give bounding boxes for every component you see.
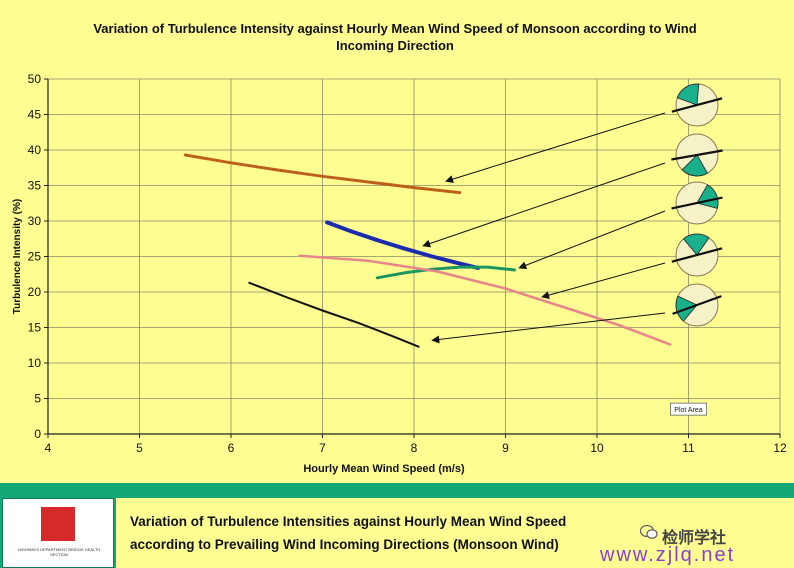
pointer-arrow-3 bbox=[518, 210, 666, 270]
pointer-arrow-2 bbox=[422, 162, 666, 248]
watermark: 检师学社 www.zjlq.net bbox=[600, 520, 794, 568]
chart-title-line-2: Incoming Direction bbox=[336, 38, 454, 53]
plot-area-label: Plot Area bbox=[674, 407, 703, 414]
watermark-url: www.zjlq.net bbox=[600, 544, 736, 566]
bridge-axis-bar-5 bbox=[672, 295, 722, 315]
pointer-arrow-4 bbox=[541, 262, 666, 299]
y-tick-label: 20 bbox=[28, 285, 42, 299]
x-tick-label: 7 bbox=[319, 441, 326, 455]
series-line-texture-2 bbox=[326, 221, 479, 269]
series-line-3 bbox=[375, 265, 517, 280]
x-tick-label: 8 bbox=[411, 441, 418, 455]
y-tick-label: 5 bbox=[34, 392, 41, 406]
footer-banner: HIGHWAYS DEPARTMENT BRIDGE HEALTH SECTIO… bbox=[0, 483, 794, 568]
series-line-5 bbox=[248, 281, 420, 348]
y-tick-label: 35 bbox=[28, 179, 42, 193]
y-tick-label: 50 bbox=[28, 72, 42, 86]
x-tick-label: 12 bbox=[773, 441, 787, 455]
x-tick-label: 9 bbox=[502, 441, 509, 455]
wind-sector-wedge-2 bbox=[681, 154, 709, 177]
logo-caption: HIGHWAYS DEPARTMENT BRIDGE HEALTH SECTIO… bbox=[17, 547, 101, 557]
x-tick-label: 10 bbox=[590, 441, 604, 455]
y-tick-label: 10 bbox=[28, 356, 42, 370]
chart-title: Variation of Turbulence Intensity agains… bbox=[40, 20, 750, 54]
x-tick-label: 4 bbox=[45, 441, 52, 455]
bridge-axis-bar-3 bbox=[671, 196, 723, 210]
department-logo: HIGHWAYS DEPARTMENT BRIDGE HEALTH SECTIO… bbox=[2, 498, 114, 568]
footer-caption-line-1: Variation of Turbulence Intensities agai… bbox=[130, 514, 567, 529]
series-line-1 bbox=[183, 153, 462, 195]
footer-caption: Variation of Turbulence Intensities agai… bbox=[116, 498, 794, 568]
series-line-2 bbox=[325, 220, 480, 270]
pointer-arrow-5 bbox=[431, 312, 666, 344]
chart-title-line-1: Variation of Turbulence Intensity agains… bbox=[93, 21, 697, 36]
y-tick-label: 40 bbox=[28, 143, 42, 157]
x-tick-label: 6 bbox=[228, 441, 235, 455]
x-tick-label: 5 bbox=[136, 441, 143, 455]
plot-area-tag bbox=[670, 402, 707, 416]
watermark-text: 检师学社 bbox=[662, 530, 727, 547]
y-tick-label: 25 bbox=[28, 250, 42, 264]
wechat-icon bbox=[640, 524, 658, 539]
pointer-arrow-1 bbox=[445, 112, 666, 183]
y-tick-label: 15 bbox=[28, 321, 42, 335]
y-tick-label: 45 bbox=[28, 108, 42, 122]
series-line-4 bbox=[298, 254, 672, 346]
footer-caption-line-2: according to Prevailing Wind Incoming Di… bbox=[130, 537, 559, 552]
y-tick-label: 30 bbox=[28, 214, 42, 228]
bridge-axis-bar-4 bbox=[671, 247, 723, 263]
y-tick-label: 0 bbox=[34, 427, 41, 441]
bridge-axis-bar-2 bbox=[671, 149, 723, 161]
x-axis-label: Hourly Mean Wind Speed (m/s) bbox=[303, 463, 465, 475]
wind-sector-wedge-4 bbox=[682, 233, 710, 256]
logo-emblem-icon bbox=[41, 507, 75, 541]
chart-panel: Variation of Turbulence Intensity agains… bbox=[0, 0, 794, 483]
wind-sector-wedge-1 bbox=[676, 83, 700, 106]
bridge-axis-bar-1 bbox=[671, 97, 723, 113]
x-tick-label: 11 bbox=[682, 441, 695, 455]
y-axis-label: Turbulence Intensity (%) bbox=[12, 199, 23, 314]
